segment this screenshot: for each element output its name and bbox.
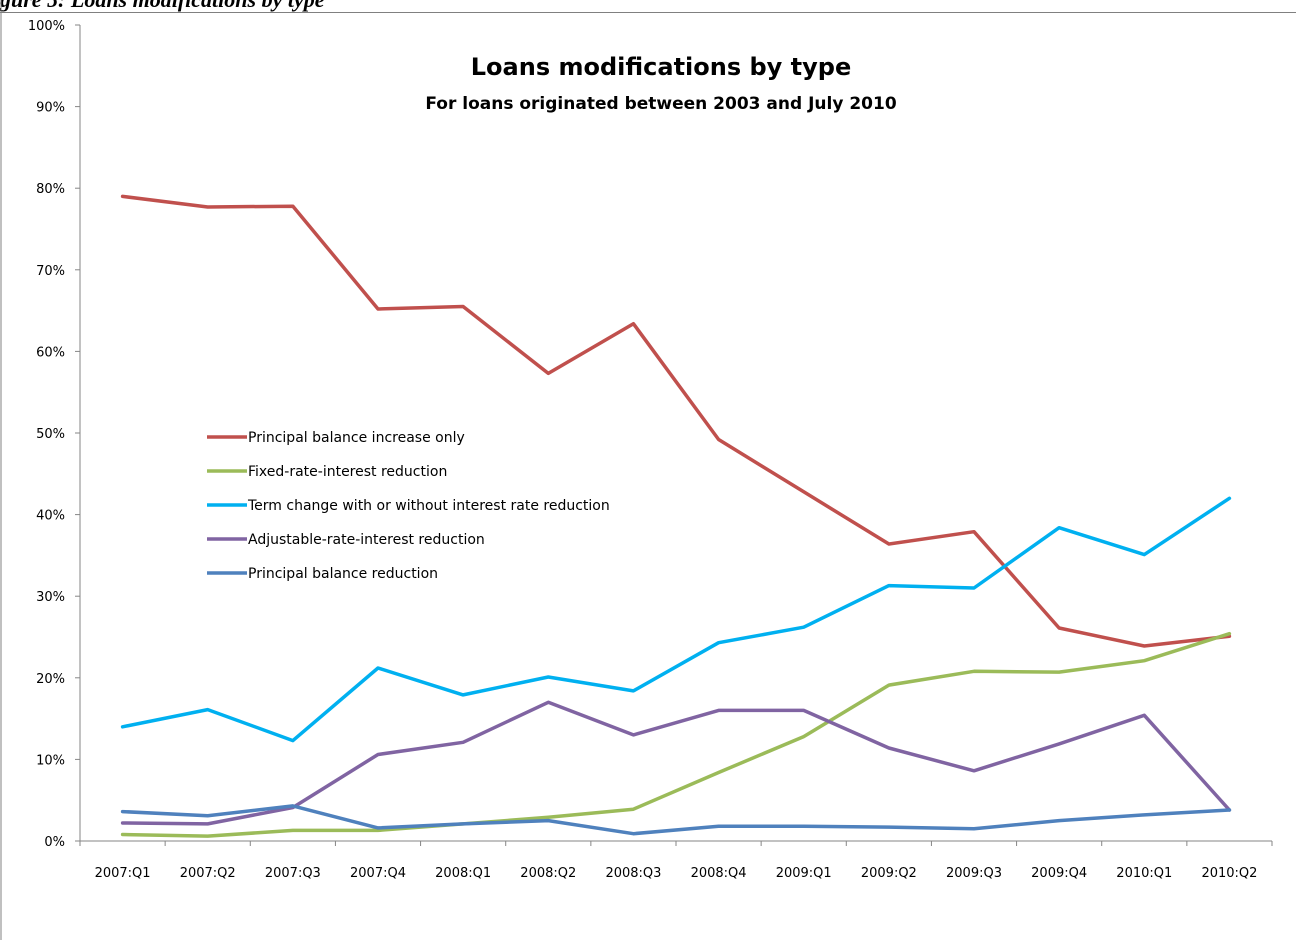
y-tick-label: 70%	[36, 264, 65, 279]
x-tick-label: 2007:Q4	[350, 866, 406, 881]
x-tick-label: 2009:Q1	[776, 866, 832, 881]
chart-title: Loans modifications by type	[471, 53, 851, 81]
y-tick-label: 10%	[36, 753, 65, 768]
y-tick-label: 40%	[36, 509, 65, 524]
x-tick-label: 2010:Q1	[1116, 866, 1172, 881]
y-tick-label: 60%	[36, 345, 65, 360]
x-tick-label: 2007:Q3	[265, 866, 321, 881]
y-tick-label: 20%	[36, 672, 65, 687]
chart-subtitle: For loans originated between 2003 and Ju…	[425, 94, 896, 114]
legend-label: Adjustable-rate-interest reduction	[248, 532, 485, 548]
legend-label: Principal balance increase only	[248, 430, 465, 446]
series-line-3	[120, 700, 1232, 826]
y-axis: 0% 10% 20% 30% 40% 50% 60% 70% 80% 90% 100%	[28, 19, 81, 850]
y-tick-label: 0%	[44, 835, 65, 850]
x-axis: 2007:Q1 2007:Q2 2007:Q3 2007:Q4 2008:Q1 2008:…	[79, 840, 1273, 881]
x-tick-label: 2009:Q2	[861, 866, 917, 881]
x-tick-label: 2007:Q2	[180, 866, 236, 881]
x-tick-label: 2007:Q1	[95, 866, 151, 881]
y-tick-label: 50%	[36, 427, 65, 442]
y-tick-label: 80%	[36, 182, 65, 197]
series-group	[120, 194, 1232, 838]
x-tick-label: 2010:Q2	[1201, 866, 1257, 881]
x-tick-label: 2008:Q2	[520, 866, 576, 881]
x-tick-label: 2009:Q4	[1031, 866, 1087, 881]
y-tick-label: 100%	[28, 19, 65, 34]
y-tick-label: 30%	[36, 590, 65, 605]
series-line-0	[120, 194, 1232, 648]
legend: Principal balance increase only Fixed-rat…	[207, 430, 610, 582]
x-tick-label: 2008:Q3	[605, 866, 661, 881]
series-line-1	[120, 631, 1232, 838]
series-line-2	[120, 496, 1232, 743]
y-tick-label: 90%	[36, 101, 65, 116]
legend-label: Term change with or without interest rat…	[247, 498, 610, 514]
legend-label: Fixed-rate-interest reduction	[248, 464, 447, 480]
x-tick-label: 2009:Q3	[946, 866, 1002, 881]
x-tick-label: 2008:Q1	[435, 866, 491, 881]
series-line-4	[120, 804, 1232, 836]
x-tick-label: 2008:Q4	[691, 866, 747, 881]
figure-caption: gure 5: Loans modifications by type	[0, 0, 324, 13]
legend-label: Principal balance reduction	[248, 566, 438, 582]
